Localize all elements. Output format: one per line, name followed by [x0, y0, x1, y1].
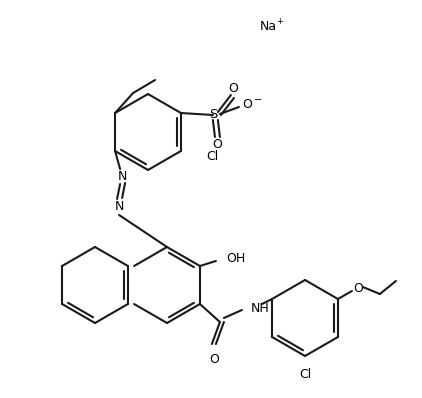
Text: +: + [276, 17, 283, 26]
Text: Cl: Cl [299, 368, 311, 381]
Text: Na: Na [260, 20, 277, 33]
Text: O: O [353, 281, 363, 295]
Text: OH: OH [226, 252, 245, 265]
Text: O: O [242, 98, 252, 111]
Text: N: N [114, 201, 124, 213]
Text: O: O [212, 139, 222, 152]
Text: −: − [254, 95, 262, 105]
Text: N: N [117, 170, 127, 183]
Text: NH: NH [251, 302, 270, 314]
Text: S: S [209, 109, 217, 121]
Text: Cl: Cl [206, 150, 218, 162]
Text: O: O [209, 353, 219, 366]
Text: O: O [228, 82, 238, 94]
